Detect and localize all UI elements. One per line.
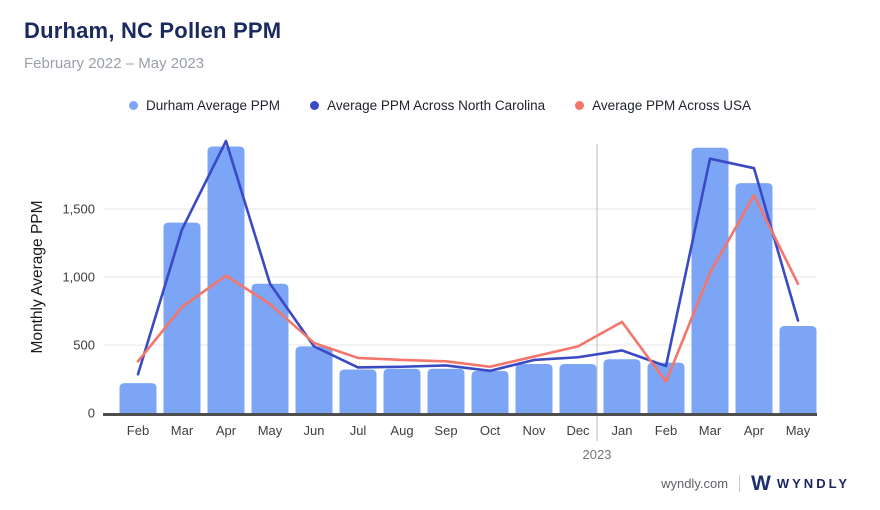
x-tick-label: Apr [744, 423, 765, 438]
y-tick-label: 1,500 [62, 202, 95, 217]
legend-label-usa: Average PPM Across USA [592, 98, 751, 113]
wyndly-brand-name: WYNDLY [776, 475, 850, 491]
legend-dot-durham-icon [128, 101, 138, 110]
footer: wyndly.com W WYNDLY [661, 470, 850, 496]
bar [515, 364, 553, 413]
bar [691, 147, 729, 414]
north-carolina-line [136, 139, 800, 376]
x-tick-label: Jun [304, 423, 325, 438]
chart-area: 0 500 1,000 1,500 Feb Mar Apr May Jun Jul Aug Sep Oc… [0, 128, 880, 473]
bar [735, 183, 773, 413]
x-tick-label: Sep [434, 423, 457, 438]
bar [383, 368, 421, 413]
bar [207, 146, 245, 413]
x-tick-label: Nov [522, 423, 546, 438]
y-tick-label: 1,000 [62, 270, 95, 285]
bar [647, 362, 685, 413]
wyndly-w-icon: W [751, 471, 771, 495]
legend-label-durham: Durham Average PPM [145, 98, 281, 113]
legend-item-usa[interactable]: Average PPM Across USA [575, 98, 751, 113]
x-tick-label: Feb [655, 423, 677, 438]
y-axis-title: Monthly Average PPM [29, 200, 46, 353]
bar [119, 383, 157, 413]
y-tick-label: 0 [88, 406, 95, 421]
wyndly-logo[interactable]: W WYNDLY [751, 473, 850, 494]
y-tick-label: 500 [73, 338, 95, 353]
legend-item-north-carolina[interactable]: Average PPM Across North Carolina [310, 98, 545, 113]
chart-legend: Durham Average PPM Average PPM Across No… [0, 98, 880, 113]
year-label: 2023 [583, 447, 612, 462]
bar [295, 346, 333, 413]
legend-dot-usa-icon [575, 101, 585, 110]
bar-series [119, 146, 817, 414]
x-tick-label: May [258, 423, 283, 438]
bar [779, 325, 817, 413]
x-tick-label: May [786, 423, 811, 438]
x-tick-label: Feb [127, 423, 149, 438]
legend-item-durham[interactable]: Durham Average PPM [128, 98, 281, 113]
bar [163, 222, 201, 413]
legend-label-north-carolina: Average PPM Across North Carolina [327, 98, 546, 113]
x-tick-label: Mar [699, 423, 722, 438]
x-tick-label: Apr [216, 423, 237, 438]
x-tick-label: Jan [612, 423, 633, 438]
x-tick-label: Mar [171, 423, 194, 438]
bar [251, 283, 289, 413]
x-tick-label: Aug [390, 423, 413, 438]
bar [339, 369, 377, 413]
legend-dot-north-carolina-icon [310, 101, 320, 110]
date-range-subtitle: February 2022 – May 2023 [24, 55, 205, 72]
usa-line [136, 194, 800, 384]
page-title: Durham, NC Pollen PPM [24, 18, 282, 43]
footer-divider [739, 474, 741, 492]
x-tick-label: Oct [480, 423, 501, 438]
bar [471, 370, 509, 413]
bar [603, 359, 641, 413]
x-tick-label: Dec [566, 423, 590, 438]
bar [427, 368, 465, 413]
site-link[interactable]: wyndly.com [661, 475, 729, 491]
x-tick-label: Jul [350, 423, 367, 438]
bar [559, 364, 597, 413]
pollen-chart: 0 500 1,000 1,500 Feb Mar Apr May Jun Jul Aug Sep Oc… [29, 139, 817, 462]
